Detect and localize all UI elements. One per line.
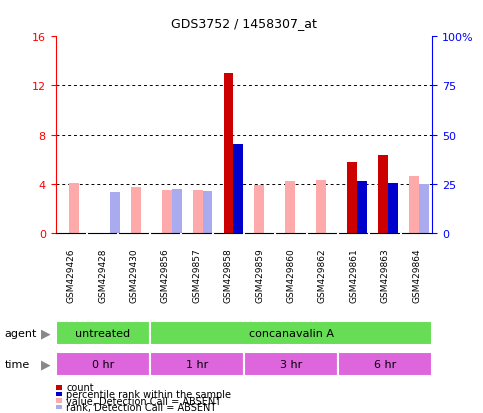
Text: percentile rank within the sample: percentile rank within the sample bbox=[66, 389, 231, 399]
Text: GSM429863: GSM429863 bbox=[381, 247, 390, 302]
Text: GSM429428: GSM429428 bbox=[98, 247, 107, 302]
Bar bbox=[409, 177, 419, 233]
Text: value, Detection Call = ABSENT: value, Detection Call = ABSENT bbox=[66, 396, 221, 406]
Bar bbox=[316, 180, 326, 233]
Bar bbox=[56, 321, 150, 346]
Bar bbox=[202, 192, 213, 233]
Bar bbox=[150, 321, 432, 346]
Text: 1 hr: 1 hr bbox=[185, 359, 208, 369]
Text: untreated: untreated bbox=[75, 328, 130, 338]
Text: GDS3752 / 1458307_at: GDS3752 / 1458307_at bbox=[171, 17, 317, 29]
Text: 0 hr: 0 hr bbox=[91, 359, 114, 369]
Bar bbox=[56, 352, 150, 377]
Bar bbox=[233, 145, 243, 233]
Bar bbox=[244, 352, 338, 377]
Bar bbox=[378, 156, 388, 233]
Text: GSM429430: GSM429430 bbox=[129, 247, 139, 302]
Bar bbox=[347, 162, 357, 233]
Bar bbox=[255, 185, 264, 233]
Bar bbox=[285, 182, 295, 233]
Text: rank, Detection Call = ABSENT: rank, Detection Call = ABSENT bbox=[66, 402, 216, 412]
Bar bbox=[69, 183, 79, 233]
Text: ▶: ▶ bbox=[41, 327, 51, 340]
Text: GSM429426: GSM429426 bbox=[67, 247, 76, 302]
Text: GSM429864: GSM429864 bbox=[412, 247, 421, 302]
Text: GSM429861: GSM429861 bbox=[349, 247, 358, 302]
Bar bbox=[224, 74, 233, 233]
Bar bbox=[171, 189, 182, 233]
Bar bbox=[338, 352, 432, 377]
Text: agent: agent bbox=[5, 328, 37, 339]
Text: GSM429860: GSM429860 bbox=[286, 247, 296, 302]
Bar bbox=[224, 188, 233, 233]
Text: 6 hr: 6 hr bbox=[374, 359, 397, 369]
Bar bbox=[419, 184, 428, 233]
Text: GSM429857: GSM429857 bbox=[192, 247, 201, 302]
Text: GSM429862: GSM429862 bbox=[318, 247, 327, 302]
Text: count: count bbox=[66, 382, 94, 392]
Text: GSM429858: GSM429858 bbox=[224, 247, 233, 302]
Text: ▶: ▶ bbox=[41, 358, 51, 371]
Bar bbox=[110, 193, 120, 233]
Text: GSM429856: GSM429856 bbox=[161, 247, 170, 302]
Text: 3 hr: 3 hr bbox=[280, 359, 302, 369]
Bar bbox=[131, 188, 141, 233]
Text: time: time bbox=[5, 359, 30, 370]
Bar bbox=[357, 182, 367, 233]
Bar bbox=[193, 190, 202, 233]
Text: GSM429859: GSM429859 bbox=[255, 247, 264, 302]
Bar bbox=[162, 190, 171, 233]
Bar bbox=[150, 352, 244, 377]
Text: concanavalin A: concanavalin A bbox=[249, 328, 333, 338]
Bar bbox=[388, 183, 398, 233]
